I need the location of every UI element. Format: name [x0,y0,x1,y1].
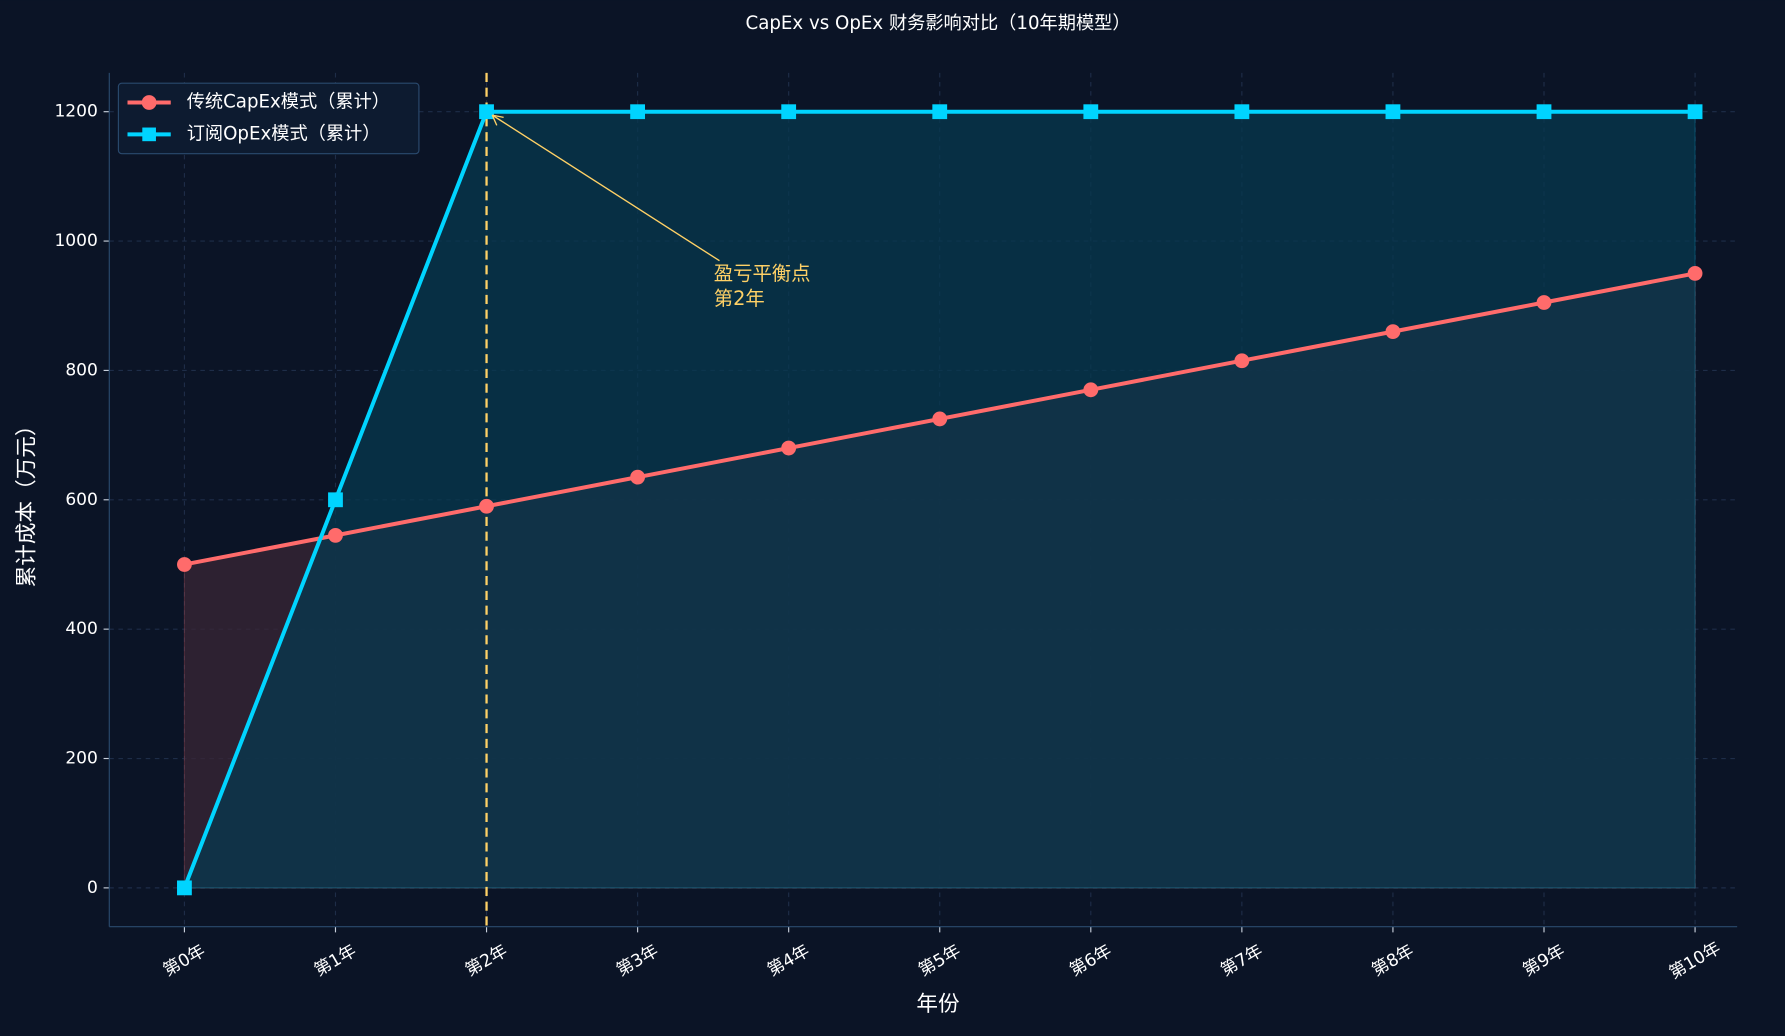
marker [1083,382,1099,398]
marker [479,498,494,514]
y-axis-label: 累计成本（万元） [14,414,39,587]
legend: 传统CapEx模式（累计） 订阅OpEx模式（累计） [117,82,420,155]
legend-marker [141,95,157,110]
legend-label: 传统CapEx模式（累计） [187,91,390,112]
chart-title: CapEx vs OpEx 财务影响对比（10年期模型） [745,13,1130,34]
x-axis-label: 年份 [916,992,959,1017]
marker [781,440,797,456]
marker [781,104,797,120]
y-tick-label: 1000 [54,231,97,251]
legend-marker [142,127,156,142]
y-tick-label: 1200 [54,102,97,122]
marker [177,557,192,572]
y-tick-label: 0 [87,878,98,898]
marker [1234,104,1250,120]
y-tick-label: 200 [65,749,98,769]
marker [1083,104,1099,120]
marker [1536,295,1552,310]
y-tick-label: 400 [65,619,98,639]
annotation-arrowhead [491,114,504,126]
marker [1234,353,1250,369]
marker [1536,104,1552,120]
marker [630,104,646,120]
marker [932,411,948,427]
y-tick-label: 600 [65,490,98,510]
marker [177,880,192,896]
marker [630,469,646,485]
marker [1385,104,1401,120]
legend-label: 订阅OpEx模式（累计） [187,123,381,144]
marker [1687,266,1703,281]
annotation-text: 盈亏平衡点 [714,262,811,285]
marker [479,104,494,120]
annotation-text: 第2年 [714,287,765,310]
marker [1687,104,1703,120]
marker [328,527,343,543]
annotation-arrow [491,114,720,262]
marker [328,492,343,508]
marker [932,104,948,120]
legend-box [117,82,420,155]
y-tick-label: 800 [65,360,98,380]
marker [1385,324,1401,340]
